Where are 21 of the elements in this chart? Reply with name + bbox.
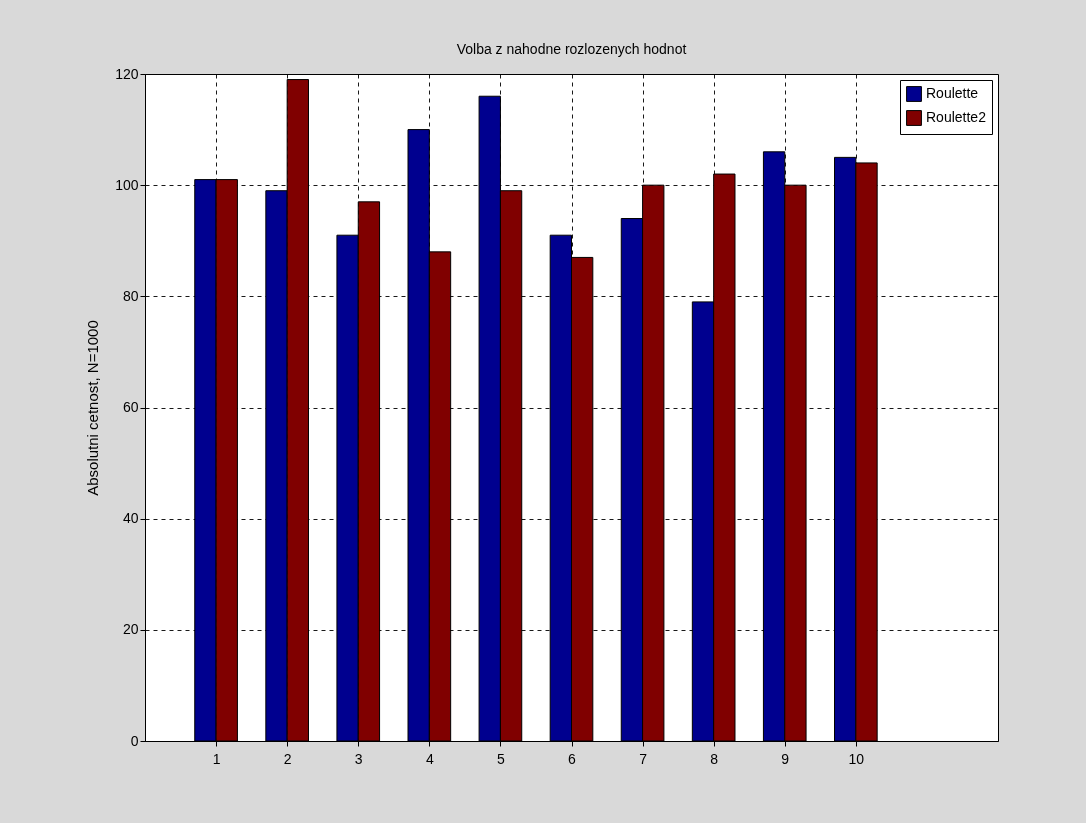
y-tick-label: 0 [130,732,139,749]
y-tick-label: 40 [122,510,139,527]
y-tick-label: 60 [122,399,139,415]
x-tick-label: 3 [354,750,363,767]
chart-title: Volba z nahodne rozlozenych hodnot [456,41,687,57]
x-tick-label: 7 [639,750,648,767]
x-tick-label: 6 [568,750,577,767]
legend-label: Roulette [926,85,979,101]
x-tick-label: 10 [848,750,865,767]
y-tick-label: 100 [115,176,139,193]
x-tick-label: 5 [497,750,506,767]
y-axis-title: Absolutni cetnost, N=1000 [84,320,102,496]
y-tick-label: 120 [115,65,139,82]
x-tick-label: 4 [425,750,434,767]
y-tick-label: 20 [122,621,139,638]
x-tick-label: 2 [283,750,292,767]
x-tick-label: 1 [212,750,221,767]
x-tick-label: 8 [710,750,719,767]
y-tick-label: 80 [122,287,139,304]
x-tick-label: 9 [781,750,790,767]
legend-label: Roulette2 [926,109,987,125]
